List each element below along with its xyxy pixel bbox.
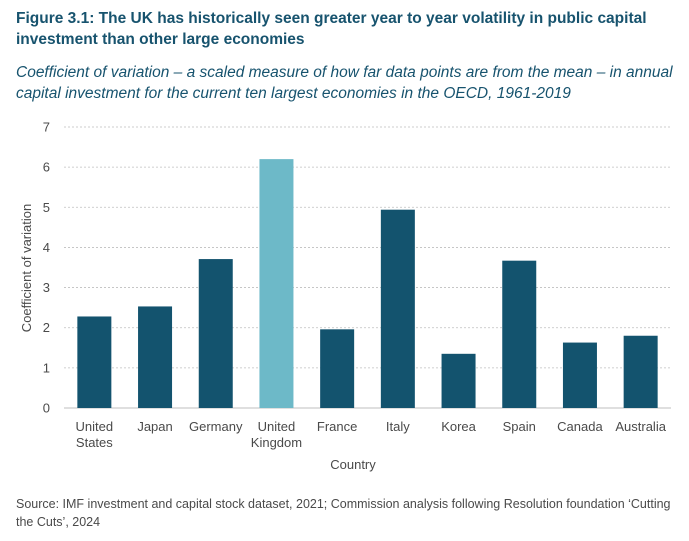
bar-united-states (77, 316, 112, 408)
bar-germany (198, 259, 233, 408)
bar-australia (623, 335, 658, 408)
x-tick-label: Canada (557, 419, 603, 434)
x-tick-labels: United States Japan Germany United Kingdom Fra… (76, 419, 667, 450)
bar-korea (441, 353, 476, 408)
bar-spain (502, 260, 537, 408)
chart-subtitle: Coefficient of variation – a scaled meas… (16, 64, 673, 102)
bar-japan (138, 306, 173, 408)
bar-italy (380, 209, 415, 408)
x-tick-label: France (317, 419, 357, 434)
bars (77, 159, 658, 408)
y-tick-label: 1 (43, 360, 50, 375)
x-tick-label: United States (76, 419, 114, 450)
x-tick-label: Italy (386, 419, 410, 434)
y-tick-label: 3 (43, 280, 50, 295)
y-tick-label: 7 (43, 120, 50, 135)
bar-chart: 0 1 2 3 4 5 6 7 United States Japan Germany United K… (19, 120, 671, 472)
x-tick-label: Germany (189, 419, 243, 434)
bar-canada (562, 342, 597, 408)
x-tick-label: United Kingdom (251, 419, 302, 450)
y-tick-label: 5 (43, 200, 50, 215)
x-tick-label: Australia (615, 419, 666, 434)
y-tick-label: 4 (43, 240, 50, 255)
source-note: Source: IMF investment and capital stock… (16, 497, 671, 529)
y-tick-label: 0 (43, 401, 50, 416)
x-tick-label: Spain (503, 419, 536, 434)
y-tick-label: 2 (43, 320, 50, 335)
y-axis-title: Coefficient of variation (19, 204, 34, 332)
y-tick-labels: 0 1 2 3 4 5 6 7 (43, 120, 50, 416)
x-tick-label: Korea (441, 419, 476, 434)
x-tick-label: Japan (137, 419, 172, 434)
chart-title: Figure 3.1: The UK has historically seen… (16, 10, 647, 48)
x-axis-title: Country (330, 457, 376, 472)
bar-united-kingdom (259, 159, 294, 408)
bar-france (320, 329, 355, 408)
y-tick-label: 6 (43, 160, 50, 175)
